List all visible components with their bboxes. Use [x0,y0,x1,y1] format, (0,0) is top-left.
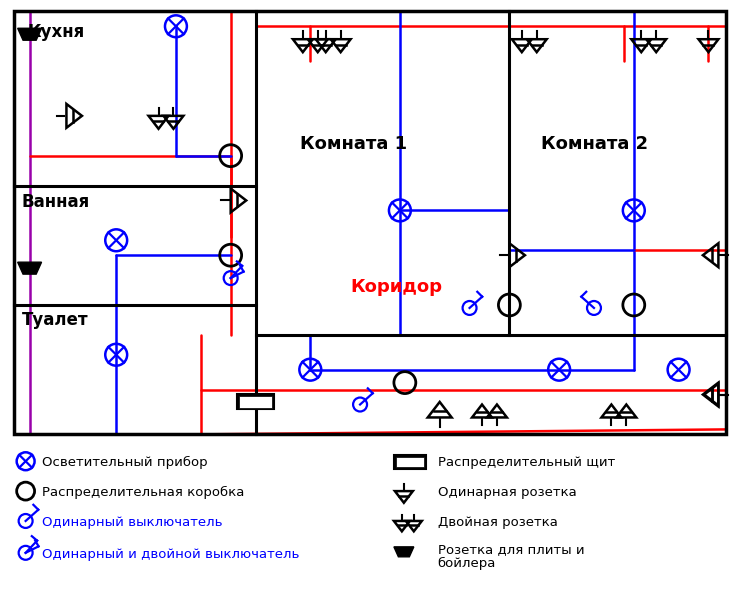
Bar [237,394,274,409]
Polygon shape [18,28,41,40]
Text: Туалет: Туалет [22,311,88,329]
Polygon shape [394,547,414,557]
Bar [394,455,426,469]
Bar [396,457,424,467]
Text: Двойная розетка: Двойная розетка [438,516,557,529]
Text: Кухня: Кухня [28,23,85,41]
Text: Распределительная коробка: Распределительная коробка [41,486,244,499]
Text: Комната 1: Комната 1 [300,135,407,153]
Text: Комната 2: Комната 2 [542,135,648,153]
Text: Одинарный выключатель: Одинарный выключатель [41,516,222,529]
Text: Одинарный и двойной выключатель: Одинарный и двойной выключатель [41,548,299,561]
Text: Розетка для плиты и: Розетка для плиты и [438,543,584,556]
Text: Одинарная розетка: Одинарная розетка [438,486,577,499]
Bar [13,11,726,434]
Text: Распределительный щит: Распределительный щит [438,456,615,469]
Text: Ванная: Ванная [22,193,90,211]
Polygon shape [18,262,41,274]
Text: Осветительный прибор: Осветительный прибор [41,456,207,469]
Bar [238,395,272,407]
Text: Коридор: Коридор [350,278,442,296]
Text: бойлера: бойлера [438,557,496,570]
